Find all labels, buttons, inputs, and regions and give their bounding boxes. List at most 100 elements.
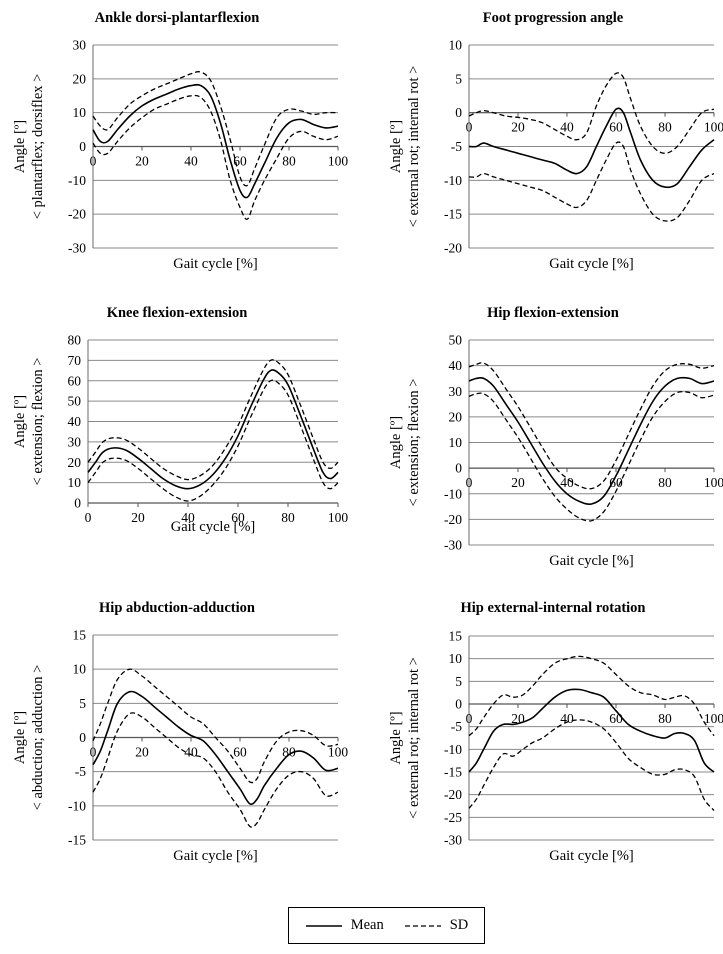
- chart-title: Foot progression angle: [483, 10, 624, 26]
- mean-line: [92, 83, 339, 199]
- y-tick-label: 20: [73, 71, 87, 86]
- y-tick-label: 20: [68, 455, 82, 470]
- legend-item-mean: Mean: [305, 917, 384, 934]
- y-axis-label: Angle [º]: [12, 711, 28, 764]
- y-tick-label: -25: [444, 810, 462, 825]
- x-tick-label: 60: [609, 475, 623, 490]
- y-tick-label: -30: [444, 538, 462, 553]
- x-tick-label: 20: [511, 120, 525, 135]
- x-tick-label: 60: [609, 711, 623, 726]
- mean-line: [468, 107, 715, 189]
- x-tick-label: 0: [466, 475, 473, 490]
- y-tick-label: 50: [449, 333, 463, 348]
- x-tick-label: 100: [328, 745, 349, 760]
- y-axis-label: Angle [º]: [12, 395, 28, 448]
- x-tick-label: 20: [511, 475, 525, 490]
- y-tick-label: 20: [449, 409, 463, 424]
- x-tick-label: 0: [466, 120, 473, 135]
- x-tick-label: 40: [560, 711, 574, 726]
- y-axis-label: Angle [º]: [388, 120, 404, 173]
- x-tick-label: 60: [609, 120, 623, 135]
- y-axis-sublabel: < external rot; internal rot >: [406, 657, 422, 819]
- chart-title: Hip flexion-extension: [487, 305, 619, 321]
- y-tick-label: 10: [449, 38, 463, 53]
- y-tick-label: -30: [444, 833, 462, 848]
- y-tick-label: 30: [73, 38, 87, 53]
- legend: Mean SD: [288, 907, 485, 944]
- x-tick-label: 40: [184, 745, 198, 760]
- x-tick-label: 20: [131, 510, 145, 525]
- y-tick-label: -5: [75, 764, 86, 779]
- chart-panel-3: 0 10 20 30 40 50 60 70 80 0 20 40 60 80 100 Knee flexio…: [12, 305, 348, 535]
- sd-line: [468, 141, 715, 222]
- x-axis-label: Gait cycle [%]: [173, 256, 258, 272]
- y-tick-label: 0: [79, 139, 86, 154]
- x-tick-label: 100: [328, 510, 349, 525]
- sd-line: [468, 390, 715, 522]
- mean-line: [87, 369, 339, 490]
- y-tick-label: 40: [449, 358, 463, 373]
- mean-line: [92, 690, 339, 806]
- x-tick-label: 40: [181, 510, 195, 525]
- x-tick-label: 80: [281, 510, 295, 525]
- y-tick-label: 5: [455, 674, 462, 689]
- y-tick-label: 10: [449, 651, 463, 666]
- legend-label-sd: SD: [449, 917, 469, 933]
- y-tick-label: -20: [444, 241, 462, 256]
- x-tick-label: 40: [560, 475, 574, 490]
- x-tick-label: 100: [704, 711, 723, 726]
- x-tick-label: 80: [658, 711, 672, 726]
- chart-panel-1: -30 -20 -10 0 10 20 30 0 20 40 60 80 100 Ankle dorsi-…: [12, 10, 348, 272]
- y-tick-label: -20: [444, 787, 462, 802]
- y-axis-sublabel: < plantarflex; dorsiflex >: [30, 74, 46, 220]
- y-tick-label: -10: [444, 173, 462, 188]
- y-tick-label: 0: [79, 730, 86, 745]
- y-tick-label: -20: [444, 512, 462, 527]
- y-axis-label: Angle [º]: [12, 120, 28, 173]
- chart-title: Hip external-internal rotation: [461, 600, 646, 616]
- sd-line: [92, 71, 339, 187]
- x-tick-label: 60: [233, 154, 247, 169]
- y-axis-label: Angle [º]: [388, 416, 404, 469]
- y-tick-label: -30: [68, 241, 86, 256]
- y-axis-sublabel: < extension; flexion >: [406, 379, 422, 507]
- x-tick-label: 0: [85, 510, 92, 525]
- y-tick-label: 5: [455, 71, 462, 86]
- legend-item-sd: SD: [404, 917, 469, 934]
- y-tick-label: -10: [444, 486, 462, 501]
- x-tick-label: 100: [704, 475, 723, 490]
- y-tick-label: 10: [73, 662, 87, 677]
- mean-line: [468, 688, 715, 773]
- x-tick-label: 20: [135, 154, 149, 169]
- sd-line: [87, 359, 339, 481]
- y-tick-label: 30: [449, 384, 463, 399]
- y-axis-sublabel: < external rot; internal rot >: [406, 66, 422, 228]
- dashed-line-swatch: [404, 924, 441, 927]
- sd-line: [92, 94, 339, 220]
- y-tick-label: 60: [68, 373, 82, 388]
- chart-title: Ankle dorsi-plantarflexion: [95, 10, 260, 26]
- y-tick-label: -5: [451, 139, 462, 154]
- y-tick-label: -15: [444, 765, 462, 780]
- x-tick-label: 40: [184, 154, 198, 169]
- y-tick-label: -10: [68, 798, 86, 813]
- x-tick-label: 80: [658, 120, 672, 135]
- y-tick-label: 10: [68, 475, 82, 490]
- x-tick-label: 100: [328, 154, 349, 169]
- y-tick-label: 50: [68, 394, 82, 409]
- y-axis-label: Angle [º]: [388, 711, 404, 764]
- solid-line-swatch: [305, 924, 342, 927]
- sd-line: [468, 655, 715, 737]
- y-tick-label: -20: [68, 207, 86, 222]
- y-tick-label: 0: [455, 105, 462, 120]
- x-tick-label: 100: [704, 120, 723, 135]
- x-tick-label: 60: [231, 510, 245, 525]
- x-tick-label: 20: [135, 745, 149, 760]
- legend-label-mean: Mean: [350, 917, 384, 933]
- y-tick-label: 15: [73, 628, 87, 643]
- x-tick-label: 0: [90, 154, 97, 169]
- sd-line: [87, 379, 339, 502]
